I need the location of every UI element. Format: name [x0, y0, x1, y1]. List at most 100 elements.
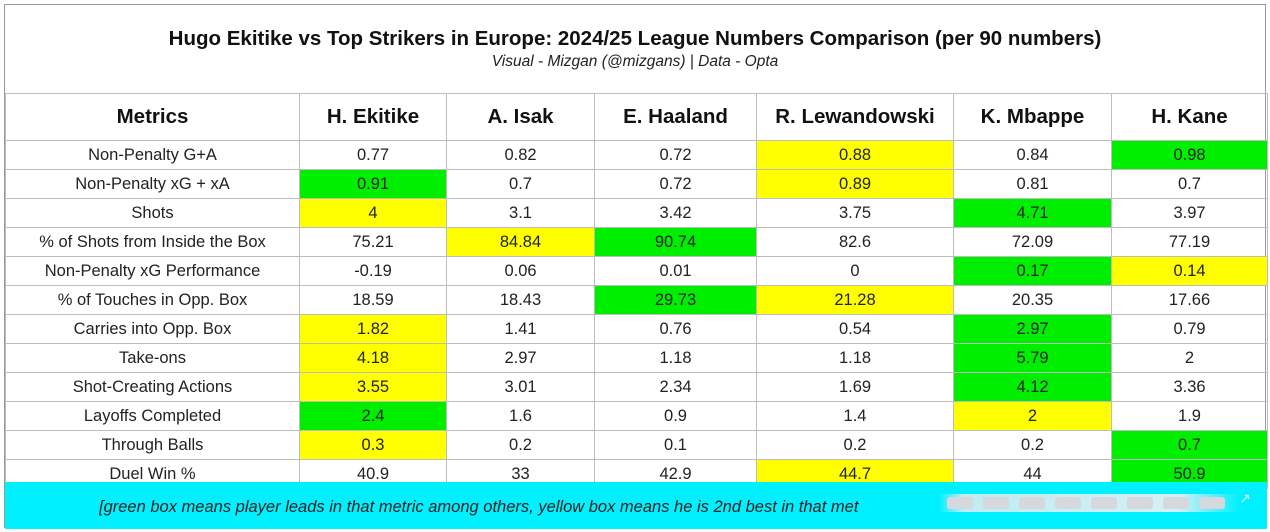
value-cell-second: 4.18 [299, 343, 447, 373]
table-row: Through Balls 0.3 0.2 0.1 0.2 0.2 0.7 [5, 430, 1268, 460]
metric-label: Carries into Opp. Box [5, 314, 300, 344]
watermark-mark [1127, 497, 1153, 509]
value-cell: 0.2 [446, 430, 595, 460]
table-row: Non-Penalty xG + xA 0.91 0.7 0.72 0.89 0.81 0.… [5, 169, 1268, 199]
watermark-mark [983, 497, 1009, 509]
value-cell: 1.18 [756, 343, 954, 373]
metric-label: Non-Penalty xG + xA [5, 169, 300, 199]
value-cell: 17.66 [1111, 285, 1268, 315]
value-cell-lead: 5.79 [953, 343, 1112, 373]
value-cell-second: 0.88 [756, 140, 954, 170]
value-cell-second: 0.89 [756, 169, 954, 199]
column-header-player: E. Haaland [594, 93, 757, 141]
value-cell: 3.36 [1111, 372, 1268, 402]
value-cell: 18.59 [299, 285, 447, 315]
value-cell: 0.1 [594, 430, 757, 460]
value-cell: 0.06 [446, 256, 595, 286]
metric-label: % of Touches in Opp. Box [5, 285, 300, 315]
table-header-row: Metrics H. Ekitike A. Isak E. Haaland R. Lew… [5, 93, 1268, 141]
value-cell: 0.82 [446, 140, 595, 170]
table-row: Carries into Opp. Box 1.82 1.41 0.76 0.54 2.9… [5, 314, 1268, 344]
metric-label: Layoffs Completed [5, 401, 300, 431]
value-cell-lead: 29.73 [594, 285, 757, 315]
watermark-mark [1091, 497, 1117, 509]
value-cell: 2.97 [446, 343, 595, 373]
metric-label: Non-Penalty G+A [5, 140, 300, 170]
value-cell-lead: 0.17 [953, 256, 1112, 286]
value-cell: 1.4 [756, 401, 954, 431]
value-cell: 18.43 [446, 285, 595, 315]
value-cell: 75.21 [299, 227, 447, 257]
value-cell: 3.97 [1111, 198, 1268, 228]
value-cell: 72.09 [953, 227, 1112, 257]
value-cell: 0.2 [756, 430, 954, 460]
value-cell-second: 0.3 [299, 430, 447, 460]
column-header-metrics: Metrics [5, 93, 300, 141]
value-cell: 20.35 [953, 285, 1112, 315]
value-cell-lead: 0.7 [1111, 430, 1268, 460]
value-cell: 0.01 [594, 256, 757, 286]
value-cell: 1.41 [446, 314, 595, 344]
value-cell: 1.6 [446, 401, 595, 431]
table-body: Non-Penalty G+A 0.77 0.82 0.72 0.88 0.84 0.98 N… [5, 140, 1268, 489]
value-cell: 0.72 [594, 169, 757, 199]
table-row: Shots 4 3.1 3.42 3.75 4.71 3.97 [5, 198, 1268, 228]
value-cell: 0.7 [446, 169, 595, 199]
value-cell: 0 [756, 256, 954, 286]
value-cell: 82.6 [756, 227, 954, 257]
chart-subtitle: Visual - Mizgan (@mizgans) | Data - Opta [491, 53, 779, 70]
value-cell: 0.81 [953, 169, 1112, 199]
table-row: Take-ons 4.18 2.97 1.18 1.18 5.79 2 [5, 343, 1268, 373]
value-cell: 0.84 [953, 140, 1112, 170]
value-cell-second: 1.82 [299, 314, 447, 344]
watermark-mark [1163, 497, 1189, 509]
value-cell-lead: 2.4 [299, 401, 447, 431]
value-cell: 2.34 [594, 372, 757, 402]
chart-title: Hugo Ekitike vs Top Strikers in Europe: … [168, 27, 1102, 50]
value-cell-second: 2 [953, 401, 1112, 431]
value-cell-lead: 4.71 [953, 198, 1112, 228]
column-header-player: R. Lewandowski [756, 93, 954, 141]
comparison-table: Metrics H. Ekitike A. Isak E. Haaland R. Lew… [5, 93, 1268, 489]
metric-label: % of Shots from Inside the Box [5, 227, 300, 257]
table-row: % of Touches in Opp. Box 18.59 18.43 29.73 2… [5, 285, 1268, 315]
value-cell-lead: 90.74 [594, 227, 757, 257]
value-cell-second: 84.84 [446, 227, 595, 257]
legend-footer: [green box means player leads in that me… [5, 482, 1267, 529]
watermark-mark [1199, 497, 1225, 509]
value-cell-lead: 4.12 [953, 372, 1112, 402]
value-cell: 3.42 [594, 198, 757, 228]
value-cell: 3.01 [446, 372, 595, 402]
value-cell: 0.9 [594, 401, 757, 431]
chart-frame: Hugo Ekitike vs Top Strikers in Europe: … [4, 4, 1268, 529]
value-cell-lead: 0.91 [299, 169, 447, 199]
metric-label: Shot-Creating Actions [5, 372, 300, 402]
value-cell: 0.72 [594, 140, 757, 170]
value-cell: 1.9 [1111, 401, 1268, 431]
metric-label: Non-Penalty xG Performance [5, 256, 300, 286]
column-header-player: A. Isak [446, 93, 595, 141]
value-cell-lead: 0.98 [1111, 140, 1268, 170]
value-cell: 0.2 [953, 430, 1112, 460]
table-row: Non-Penalty G+A 0.77 0.82 0.72 0.88 0.84 0.98 [5, 140, 1268, 170]
value-cell: -0.19 [299, 256, 447, 286]
value-cell: 0.7 [1111, 169, 1268, 199]
watermark-arrow-icon: ↗ [1239, 490, 1251, 506]
value-cell-second: 21.28 [756, 285, 954, 315]
column-header-player: H. Ekitike [299, 93, 447, 141]
metric-label: Through Balls [5, 430, 300, 460]
column-header-player: K. Mbappe [953, 93, 1112, 141]
value-cell: 77.19 [1111, 227, 1268, 257]
table-row: Non-Penalty xG Performance -0.19 0.06 0.01 0… [5, 256, 1268, 286]
title-block: Hugo Ekitike vs Top Strikers in Europe: … [5, 5, 1265, 93]
watermark-mark [1055, 497, 1081, 509]
table-row: % of Shots from Inside the Box 75.21 84.84… [5, 227, 1268, 257]
value-cell: 0.54 [756, 314, 954, 344]
value-cell: 2 [1111, 343, 1268, 373]
metric-label: Take-ons [5, 343, 300, 373]
legend-note: [green box means player leads in that me… [99, 498, 859, 516]
value-cell-second: 0.14 [1111, 256, 1268, 286]
watermark-mark [947, 497, 973, 509]
value-cell-lead: 2.97 [953, 314, 1112, 344]
watermark-overlay: ↗ [939, 488, 1255, 518]
